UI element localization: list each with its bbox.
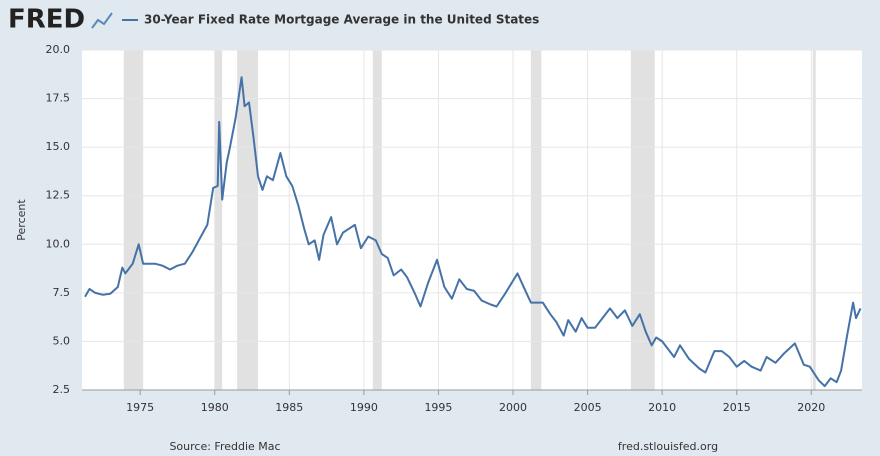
x-tick-label: 1980 bbox=[201, 401, 229, 414]
legend-label: 30-Year Fixed Rate Mortgage Average in t… bbox=[144, 13, 539, 27]
x-tick-label: 2005 bbox=[574, 401, 602, 414]
source: Source: Freddie Mac bbox=[169, 440, 280, 453]
recession-band bbox=[372, 50, 382, 390]
x-tick-label: 1985 bbox=[275, 401, 303, 414]
recession-band bbox=[214, 50, 223, 390]
x-tick-label: 1995 bbox=[424, 401, 452, 414]
recession-band bbox=[530, 50, 542, 390]
logo: FRED bbox=[8, 5, 85, 35]
recession-band bbox=[123, 50, 144, 390]
x-tick-label: 2010 bbox=[648, 401, 676, 414]
logo-icon bbox=[91, 12, 113, 29]
y-tick-label: 2.5 bbox=[53, 383, 71, 396]
y-tick-label: 15.0 bbox=[46, 140, 71, 153]
y-tick-label: 10.0 bbox=[46, 237, 71, 250]
series-line bbox=[84, 76, 862, 388]
y-tick-label: 7.5 bbox=[53, 286, 71, 299]
x-tick-label: 2000 bbox=[499, 401, 527, 414]
y-tick-label: 12.5 bbox=[46, 189, 71, 202]
recession-band bbox=[237, 50, 258, 390]
y-axis-label: Percent bbox=[15, 199, 28, 241]
recession-band bbox=[630, 50, 655, 390]
x-tick-label: 1990 bbox=[350, 401, 378, 414]
y-tick-label: 5.0 bbox=[53, 334, 71, 347]
y-tick-label: 17.5 bbox=[46, 92, 71, 105]
y-tick-label: 20.0 bbox=[46, 43, 71, 56]
plot-area bbox=[82, 50, 862, 390]
x-tick-label: 1975 bbox=[126, 401, 154, 414]
x-tick-label: 2020 bbox=[797, 401, 825, 414]
site: fred.stlouisfed.org bbox=[618, 440, 718, 453]
recession-band bbox=[812, 50, 816, 390]
x-tick-label: 2015 bbox=[723, 401, 751, 414]
